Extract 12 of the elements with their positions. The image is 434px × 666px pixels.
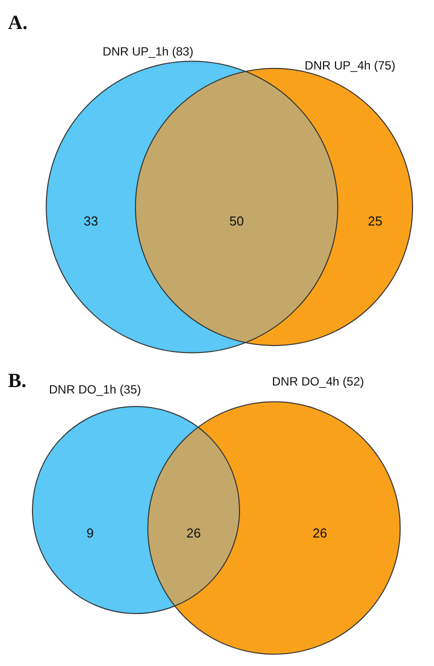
text: DNR UP_1h (83) [102, 44, 194, 58]
data-label: 9 [86, 526, 94, 541]
text: DNR DO_1h (35) [48, 382, 142, 396]
data-label: 26 [312, 526, 328, 541]
data-label: 33 [84, 214, 98, 229]
data-label: 25 [368, 214, 382, 229]
text: DNR DO_4h (52) [272, 374, 364, 388]
text: A. [8, 12, 28, 34]
text: B. [8, 370, 26, 392]
data-label: 50 [229, 214, 244, 229]
data-label: 26 [186, 526, 201, 541]
text: DNR UP_4h (75) [304, 58, 396, 72]
